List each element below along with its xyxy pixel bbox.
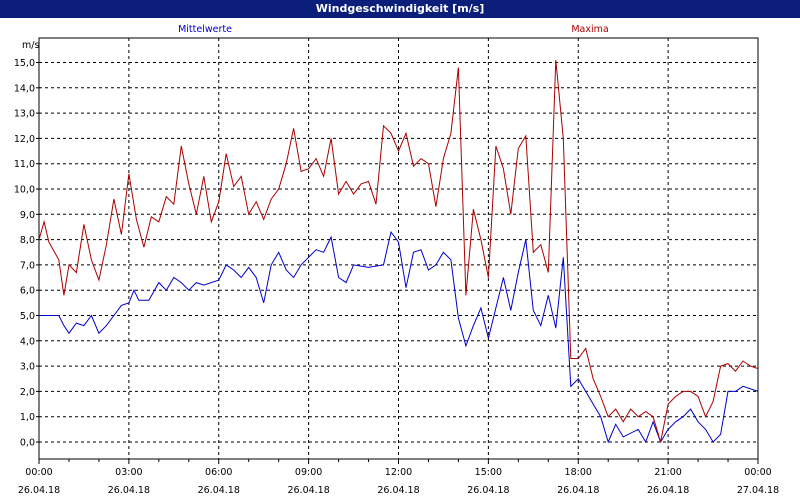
- series-line-mittelwerte: [39, 230, 759, 444]
- y-tick-label: 1,0: [20, 412, 35, 423]
- x-tick-time-label: 15:00: [475, 467, 502, 478]
- y-tick-label: 6,0: [20, 286, 35, 297]
- y-tick-label: 3,0: [20, 362, 35, 373]
- x-tick-time-label: 12:00: [385, 467, 412, 478]
- x-tick-time-label: 09:00: [295, 467, 322, 478]
- x-tick-date-label: 26.04.18: [557, 485, 599, 496]
- x-tick-date-label: 26.04.18: [467, 485, 509, 496]
- y-tick-label: 13,0: [14, 109, 35, 120]
- wind-speed-chart: 0,0 1,0 2,0 3,0 4,0 5,0 6,0 7,0 8,0 9,0 10,0 11,0 12…: [14, 24, 779, 496]
- x-tick-time-label: 00:00: [744, 467, 771, 478]
- window-title: Windgeschwindigkeit [m/s]: [0, 0, 800, 18]
- x-tick-date-label: 26.04.18: [287, 485, 329, 496]
- y-tick-label: 12,0: [14, 134, 35, 145]
- x-tick-date-label: 26.04.18: [647, 485, 689, 496]
- y-axis-label: m/s: [22, 40, 39, 51]
- x-tick-time-label: 00:00: [25, 467, 52, 478]
- x-tick-date-label: 26.04.18: [108, 485, 150, 496]
- y-tick-label: 14,0: [14, 83, 35, 94]
- y-tick-label: 11,0: [14, 159, 35, 170]
- x-tick-date-label: 26.04.18: [377, 485, 419, 496]
- x-tick-date-label: 27.04.18: [737, 485, 779, 496]
- y-tick-label: 0,0: [20, 438, 35, 449]
- y-tick-label: 2,0: [20, 387, 35, 398]
- series-line-maxima: [38, 59, 759, 443]
- y-tick-label: 9,0: [20, 210, 35, 221]
- x-tick-time-label: 21:00: [654, 467, 681, 478]
- y-tick-label: 7,0: [20, 260, 35, 271]
- x-tick-time-label: 06:00: [205, 467, 232, 478]
- x-tick-date-label: 26.04.18: [198, 485, 240, 496]
- y-tick-label: 4,0: [20, 336, 35, 347]
- y-tick-label: 10,0: [14, 185, 35, 196]
- y-tick-label: 15,0: [14, 58, 35, 69]
- x-tick-date-label: 26.04.18: [18, 485, 60, 496]
- legend-label-mittelwerte: Mittelwerte: [178, 24, 232, 35]
- y-tick-label: 8,0: [20, 235, 35, 246]
- x-tick-time-label: 03:00: [115, 467, 142, 478]
- x-tick-time-label: 18:00: [565, 467, 592, 478]
- legend-label-maxima: Maxima: [571, 24, 608, 35]
- y-tick-label: 5,0: [20, 311, 35, 322]
